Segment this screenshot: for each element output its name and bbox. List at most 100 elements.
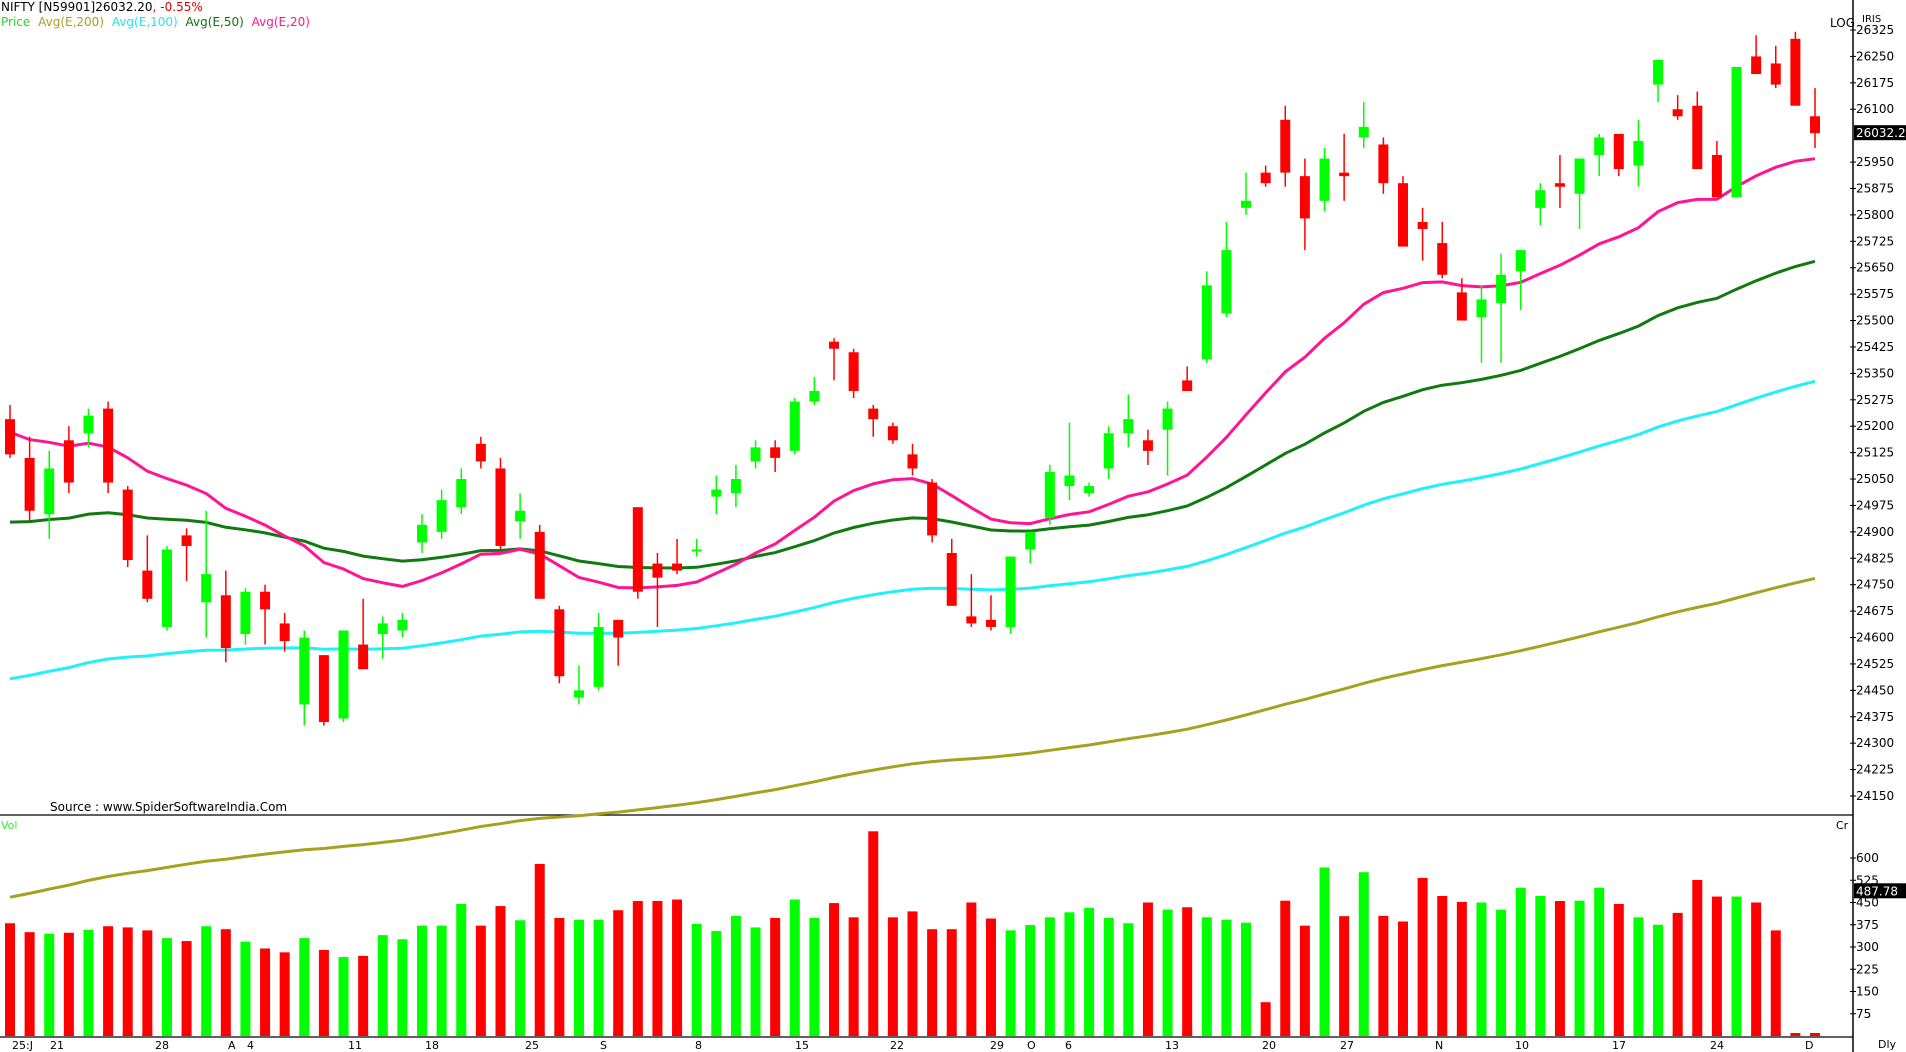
- volume-bar[interactable]: [1731, 896, 1742, 1036]
- candle[interactable]: [1790, 31, 1801, 106]
- candle[interactable]: [1339, 133, 1350, 201]
- candle[interactable]: [1535, 183, 1546, 226]
- candle[interactable]: [1103, 426, 1114, 480]
- volume-bar[interactable]: [338, 957, 349, 1036]
- volume-bar[interactable]: [1221, 919, 1232, 1036]
- candle[interactable]: [1437, 221, 1448, 279]
- volume-bar[interactable]: [299, 938, 310, 1036]
- candle[interactable]: [397, 612, 408, 638]
- candle[interactable]: [299, 630, 310, 726]
- candle[interactable]: [1731, 66, 1742, 198]
- volume-bar[interactable]: [436, 925, 447, 1036]
- volume-bar[interactable]: [730, 915, 741, 1036]
- candle[interactable]: [220, 570, 231, 663]
- candle[interactable]: [848, 348, 859, 399]
- volume-bar[interactable]: [1123, 923, 1134, 1036]
- volume-bar[interactable]: [1241, 922, 1252, 1036]
- candle[interactable]: [201, 510, 212, 638]
- volume-bar[interactable]: [946, 929, 957, 1036]
- volume-bar[interactable]: [1417, 877, 1428, 1036]
- volume-bar[interactable]: [1751, 902, 1762, 1037]
- volume-bar[interactable]: [1005, 930, 1016, 1036]
- candle[interactable]: [358, 598, 369, 670]
- volume-bar[interactable]: [1162, 909, 1173, 1036]
- candle[interactable]: [1260, 165, 1271, 187]
- candle[interactable]: [946, 538, 957, 606]
- volume-bar[interactable]: [279, 952, 290, 1036]
- candle[interactable]: [887, 422, 898, 444]
- volume-bar[interactable]: [1594, 887, 1605, 1036]
- volume-bar[interactable]: [142, 930, 153, 1036]
- candle[interactable]: [1633, 119, 1644, 187]
- candle[interactable]: [1005, 556, 1016, 634]
- legend-price[interactable]: Price: [1, 15, 31, 29]
- volume-bar[interactable]: [1378, 915, 1389, 1036]
- candle[interactable]: [338, 630, 349, 723]
- legend-ema200[interactable]: Avg(E,200): [38, 15, 104, 29]
- candle[interactable]: [1751, 35, 1762, 75]
- candle[interactable]: [161, 545, 172, 631]
- candle[interactable]: [1025, 531, 1036, 564]
- volume-bar[interactable]: [691, 923, 702, 1036]
- volume-bar[interactable]: [750, 927, 761, 1036]
- candle[interactable]: [63, 426, 74, 494]
- candle[interactable]: [122, 486, 133, 568]
- candle[interactable]: [475, 436, 486, 469]
- volume-bar[interactable]: [515, 920, 526, 1036]
- candle[interactable]: [1397, 176, 1408, 247]
- candle[interactable]: [83, 408, 94, 448]
- volume-bar[interactable]: [475, 925, 486, 1036]
- volume-bar[interactable]: [829, 903, 840, 1036]
- volume-bar[interactable]: [495, 906, 506, 1036]
- volume-bar[interactable]: [318, 949, 329, 1036]
- candle[interactable]: [44, 450, 55, 539]
- volume-bar[interactable]: [1319, 867, 1330, 1036]
- volume-bar[interactable]: [1770, 930, 1781, 1036]
- volume-bar[interactable]: [103, 926, 114, 1036]
- candle[interactable]: [1554, 155, 1565, 208]
- candle[interactable]: [927, 479, 938, 543]
- candle[interactable]: [1299, 158, 1310, 251]
- candle[interactable]: [750, 440, 761, 469]
- candle[interactable]: [1064, 422, 1075, 501]
- volume-bar[interactable]: [554, 917, 565, 1036]
- candle[interactable]: [1672, 95, 1683, 120]
- volume-bar[interactable]: [1339, 916, 1350, 1036]
- candle[interactable]: [1496, 253, 1507, 363]
- volume-bar[interactable]: [1672, 912, 1683, 1036]
- volume-bar[interactable]: [1613, 903, 1624, 1036]
- candle[interactable]: [613, 619, 624, 666]
- volume-bar[interactable]: [632, 901, 643, 1036]
- candle[interactable]: [1810, 88, 1820, 148]
- volume-bar[interactable]: [181, 941, 192, 1036]
- volume-bar[interactable]: [534, 863, 545, 1036]
- volume-bar[interactable]: [1515, 887, 1526, 1036]
- volume-bar[interactable]: [1025, 925, 1036, 1036]
- candle[interactable]: [789, 398, 800, 455]
- volume-bar[interactable]: [1653, 924, 1664, 1036]
- volume-bar[interactable]: [1692, 879, 1703, 1036]
- candle[interactable]: [1613, 133, 1624, 177]
- candle[interactable]: [632, 507, 643, 599]
- volume-bar[interactable]: [966, 902, 977, 1037]
- volume-bar[interactable]: [613, 910, 624, 1036]
- candle[interactable]: [318, 655, 329, 726]
- volume-bar[interactable]: [260, 948, 271, 1036]
- volume-bar[interactable]: [927, 929, 938, 1036]
- candle[interactable]: [907, 443, 918, 476]
- legend-ema100[interactable]: Avg(E,100): [111, 15, 178, 29]
- volume-bar[interactable]: [1554, 901, 1565, 1036]
- candle[interactable]: [770, 440, 781, 472]
- candle[interactable]: [495, 457, 506, 550]
- candle[interactable]: [1319, 147, 1330, 212]
- candle[interactable]: [554, 605, 565, 684]
- log-scale-toggle[interactable]: LOG: [1830, 16, 1856, 30]
- volume-bar[interactable]: [1496, 909, 1507, 1036]
- candle[interactable]: [593, 612, 604, 691]
- candle[interactable]: [1241, 172, 1252, 215]
- candle[interactable]: [672, 538, 683, 575]
- volume-bar[interactable]: [240, 941, 251, 1036]
- volume-bar[interactable]: [122, 927, 133, 1036]
- candle[interactable]: [1594, 133, 1605, 177]
